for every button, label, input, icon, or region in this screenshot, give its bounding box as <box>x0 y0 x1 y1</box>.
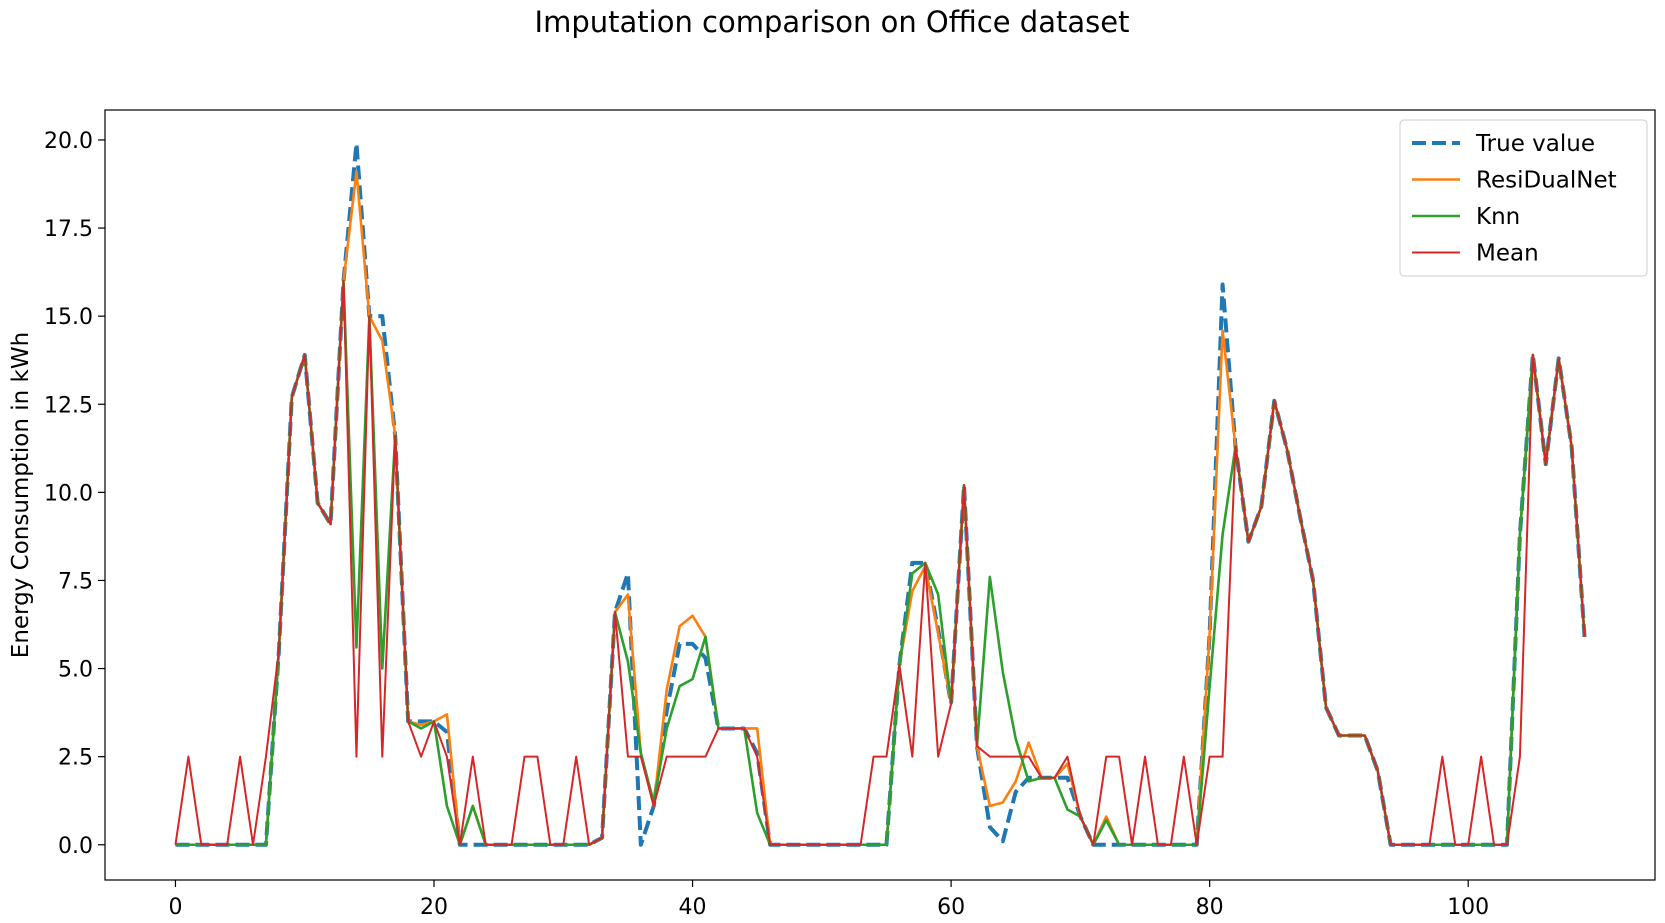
legend-label: Knn <box>1476 204 1520 230</box>
y-axis-label: Energy Consumption in kWh <box>8 332 34 658</box>
plot-frame <box>104 109 1656 881</box>
y-tick-label: 17.5 <box>44 217 93 242</box>
y-tick-label: 15.0 <box>44 305 93 330</box>
x-tick-label: 80 <box>1196 895 1224 920</box>
y-tick-label: 12.5 <box>44 393 93 418</box>
x-tick-label: 60 <box>937 895 965 920</box>
legend: True value ResiDualNet Knn Mean <box>1399 119 1648 277</box>
y-tick-label: 7.5 <box>58 569 93 594</box>
legend-label: True value <box>1475 131 1595 157</box>
x-tick-label: 20 <box>420 895 448 920</box>
y-tick-label: 10.0 <box>44 481 93 506</box>
y-tick-label: 0.0 <box>58 834 93 859</box>
x-tick-label: 40 <box>679 895 707 920</box>
y-tick-label: 2.5 <box>58 746 93 771</box>
plot-area <box>174 141 1587 847</box>
x-tick-label: 100 <box>1447 895 1489 920</box>
chart-title: Imputation comparison on Office dataset <box>535 5 1130 39</box>
y-tick-label: 5.0 <box>58 658 93 683</box>
legend-box <box>1399 119 1648 277</box>
y-axis: 0.0 2.5 5.0 7.5 10.0 12.5 15.0 17.5 20.0 <box>44 129 105 859</box>
series-line-residualnet <box>175 170 1586 847</box>
legend-label: ResiDualNet <box>1476 168 1617 194</box>
legend-label: Mean <box>1476 241 1539 267</box>
series-line-true-value <box>175 141 1587 847</box>
series-line-mean <box>174 279 1586 846</box>
x-axis: 0 20 40 60 80 100 <box>168 880 1489 920</box>
y-tick-label: 20.0 <box>44 129 93 154</box>
x-tick-label: 0 <box>168 895 182 920</box>
